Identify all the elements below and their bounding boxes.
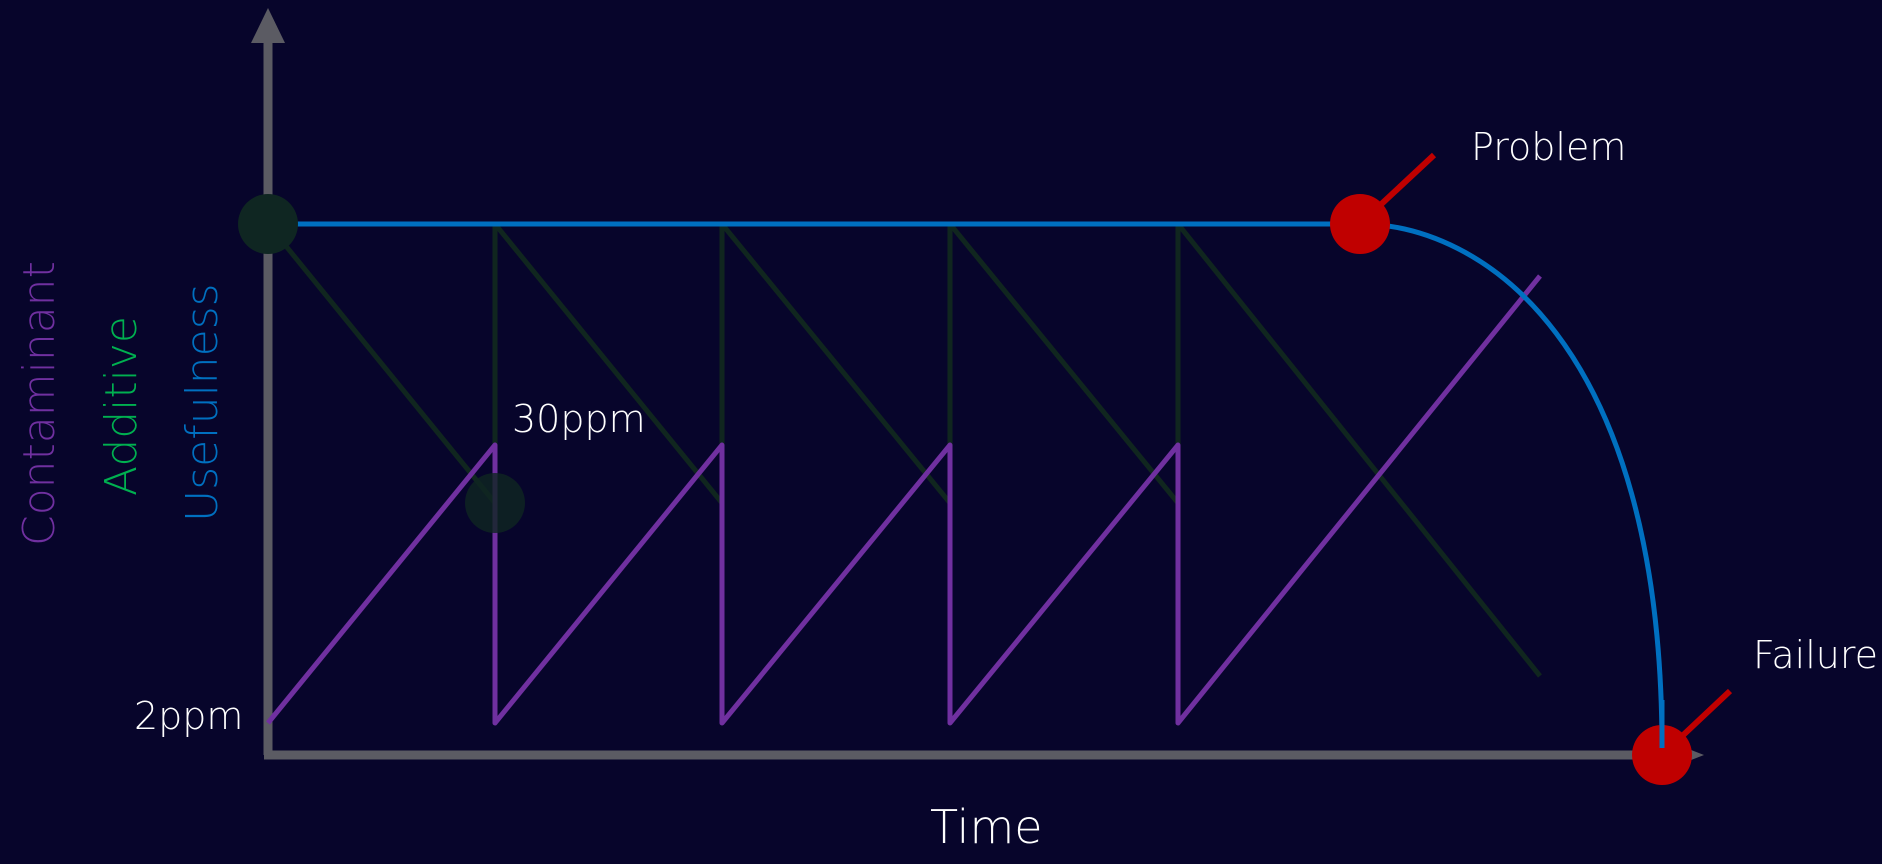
additive-line: [266, 221, 1542, 678]
additive-start-marker: [238, 194, 298, 254]
problem-marker: [1330, 194, 1390, 254]
failure-marker: [1632, 725, 1692, 785]
contaminant-line: [266, 274, 1542, 726]
problem-label: Problem: [1471, 125, 1627, 169]
usefulness-line: [268, 221, 1665, 749]
y-axis-title-contaminant: Contaminant: [14, 261, 65, 546]
ppm-high-label: 30ppm: [512, 397, 646, 441]
additive-threshold-marker: [465, 473, 525, 533]
x-axis-title: Time: [930, 800, 1043, 854]
y-axis-title-additive: Additive: [96, 316, 147, 496]
y-axis-title-usefulness: Usefulness: [177, 283, 228, 522]
failure-label: Failure: [1753, 633, 1879, 677]
ppm-low-label: 2ppm: [134, 694, 244, 738]
y-axis-arrow: [251, 8, 285, 43]
